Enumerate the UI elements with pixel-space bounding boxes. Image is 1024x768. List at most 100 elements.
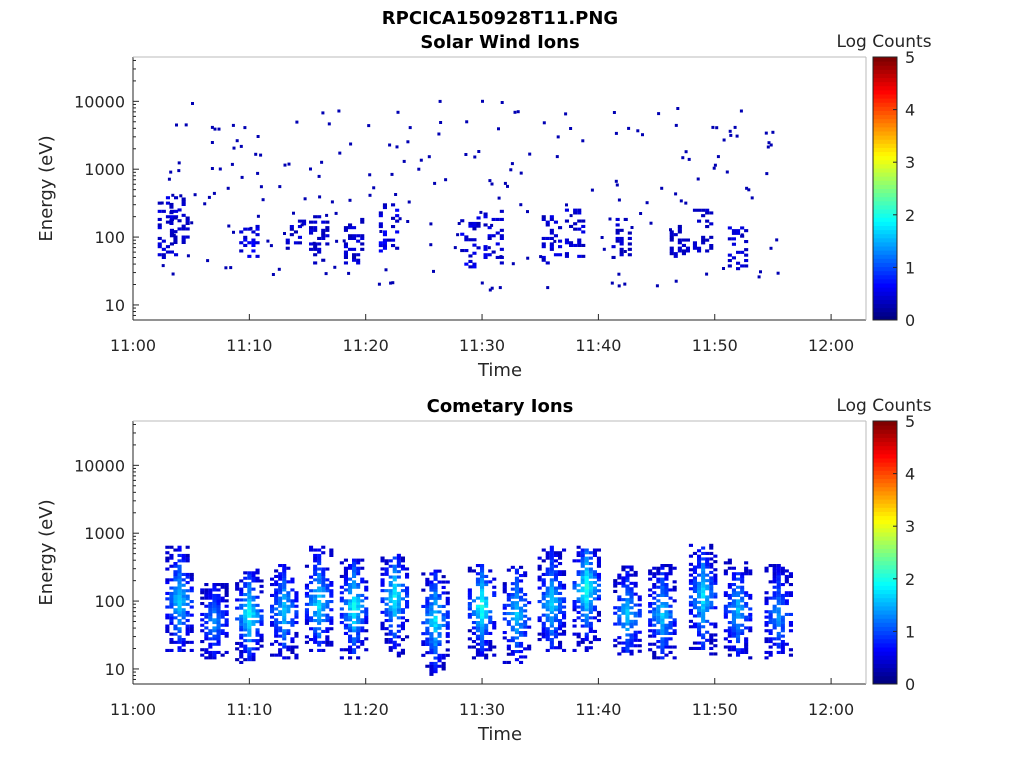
data-cell (425, 621, 430, 625)
data-cell (701, 587, 706, 591)
data-cell (325, 583, 330, 587)
data-cell (484, 623, 489, 627)
cluster-2 (169, 197, 190, 244)
data-cell (270, 615, 275, 619)
data-cell (352, 247, 357, 251)
data-cell (278, 585, 283, 589)
data-cell (169, 545, 174, 549)
data-cell (348, 247, 353, 251)
colorbar-segment (873, 647, 897, 652)
data-cell (343, 583, 348, 587)
data-cell (772, 626, 777, 630)
data-cell (467, 604, 472, 608)
data-cell (309, 602, 314, 606)
data-cell (343, 253, 348, 257)
data-cell (364, 610, 369, 614)
data-cell (484, 615, 489, 619)
data-cell (764, 640, 769, 644)
data-cell (668, 626, 673, 630)
data-cell (208, 602, 213, 606)
colorbar-segment (873, 589, 897, 595)
data-cell (388, 564, 393, 568)
data-cell (380, 621, 385, 625)
data-cell (495, 255, 500, 259)
data-cell (723, 615, 728, 619)
data-cell (592, 629, 597, 633)
data-cell (165, 556, 170, 560)
data-cell (437, 132, 441, 136)
data-cell (309, 616, 314, 620)
data-cell (688, 581, 693, 585)
data-cell (165, 567, 170, 571)
data-cell (475, 634, 480, 638)
data-cell (224, 604, 229, 608)
data-cell (588, 556, 593, 560)
data-cell (713, 595, 718, 599)
data-cell (204, 588, 209, 592)
data-cell (169, 234, 174, 238)
data-cell (227, 224, 231, 228)
data-cell (490, 223, 494, 227)
data-cell (483, 245, 488, 249)
data-cell (780, 596, 785, 600)
data-cell (208, 618, 213, 622)
data-cell (772, 580, 777, 584)
data-cell (633, 636, 638, 640)
data-cell (356, 599, 361, 603)
colorbar-segment (873, 295, 897, 300)
data-cell (580, 562, 585, 566)
data-cell (282, 618, 287, 622)
data-cell (588, 572, 593, 576)
data-cell (523, 622, 528, 626)
data-cell (251, 612, 256, 616)
data-cell (641, 133, 644, 137)
data-cell (286, 629, 291, 633)
data-cell (484, 580, 489, 584)
data-cell (519, 579, 524, 583)
data-cell (672, 621, 677, 625)
data-cell (165, 648, 170, 652)
data-cell (433, 648, 438, 652)
data-cell (784, 574, 789, 578)
data-cell (701, 581, 706, 585)
data-cell (348, 223, 353, 227)
data-cell (165, 581, 170, 585)
x-tick-label: 11:50 (692, 336, 738, 355)
data-cell (441, 656, 446, 660)
data-cell (584, 583, 589, 587)
data-cell (488, 610, 493, 614)
data-cell (514, 631, 519, 635)
data-cell (177, 572, 182, 576)
data-cell (569, 214, 573, 218)
data-cell (317, 605, 322, 609)
data-cell (709, 576, 714, 580)
data-cell (425, 613, 430, 617)
data-cell (553, 619, 558, 623)
data-cell (339, 615, 344, 619)
data-cell (396, 624, 401, 628)
data-cell (239, 606, 244, 610)
x-tick-label: 11:00 (110, 336, 156, 355)
data-cell (313, 215, 318, 219)
data-cell (545, 567, 550, 571)
data-cell (537, 616, 542, 620)
data-cell (736, 604, 741, 608)
data-cell (705, 608, 710, 612)
data-cell (445, 648, 450, 652)
data-cell (330, 200, 334, 204)
data-cell (321, 578, 326, 582)
data-cell (499, 234, 504, 238)
data-cell (352, 564, 357, 568)
data-cell (433, 621, 438, 625)
data-cell (705, 595, 710, 599)
data-cell (177, 559, 182, 563)
data-cell (165, 201, 170, 205)
data-cell (313, 247, 318, 251)
data-cell (660, 602, 665, 606)
data-cell (701, 589, 706, 593)
data-cell (744, 253, 749, 257)
data-cell (360, 640, 365, 644)
data-cell (701, 606, 706, 610)
data-cell (181, 224, 186, 228)
